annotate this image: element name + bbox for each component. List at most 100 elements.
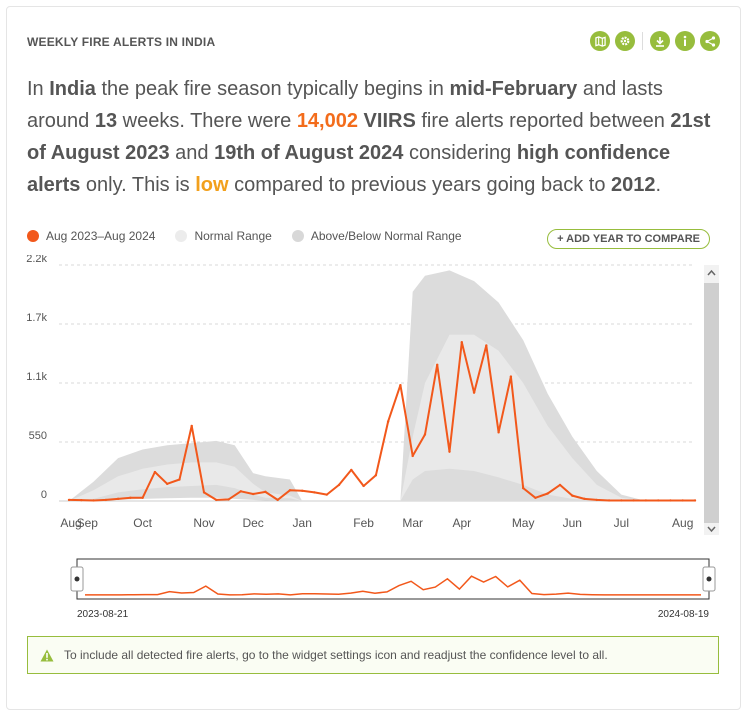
data-point <box>337 483 341 487</box>
toolbar-divider <box>642 32 643 50</box>
add-year-button[interactable]: + ADD YEAR TO COMPARE <box>547 229 710 249</box>
x-tick-label: Sep <box>77 516 99 530</box>
data-point <box>313 491 316 494</box>
widget-title: WEEKLY FIRE ALERTS IN INDIA <box>27 35 216 49</box>
data-point <box>681 499 684 502</box>
legend-above-below-range[interactable]: Above/Below Normal Range <box>291 229 462 243</box>
y-tick-label: 2.2k <box>26 255 47 265</box>
data-point <box>693 499 697 502</box>
data-point <box>350 468 353 472</box>
data-point <box>423 433 427 436</box>
x-tick-label: Aug <box>60 516 81 530</box>
data-point <box>399 383 402 387</box>
x-tick-label: Oct <box>133 516 152 530</box>
x-tick-label: Jan <box>293 516 312 530</box>
season-weeks: 13 <box>94 110 118 132</box>
data-point <box>460 341 463 344</box>
info-icon[interactable] <box>675 31 695 51</box>
y-tick-label: 550 <box>29 430 47 442</box>
data-point <box>362 484 365 488</box>
series-line <box>68 341 695 502</box>
gear-icon[interactable] <box>615 31 635 51</box>
data-point <box>571 494 574 497</box>
data-point <box>436 363 439 366</box>
scroll-down-icon <box>707 526 716 533</box>
peak-start: mid-February <box>449 78 578 100</box>
data-point <box>202 491 206 494</box>
scrollbar-thumb <box>704 283 719 523</box>
x-tick-label: May <box>512 516 535 530</box>
normal-range-dot <box>175 230 188 242</box>
data-point <box>325 493 328 496</box>
x-tick-label: Apr <box>452 516 471 530</box>
data-point <box>104 498 108 502</box>
data-point <box>239 490 243 493</box>
fire-alerts-widget: WEEKLY FIRE ALERTS IN INDIA In India the… <box>6 6 741 710</box>
data-point <box>80 498 83 502</box>
notice-text: To include all detected fire alerts, go … <box>64 648 608 662</box>
data-point <box>129 496 132 499</box>
y-tick-label: 1.1k <box>26 371 47 383</box>
data-point <box>620 499 623 502</box>
timeline-navigator[interactable]: 2023-08-21 2024-08-19 <box>7 555 740 621</box>
navigator-series-line <box>85 575 701 596</box>
normal-range-area <box>69 334 695 501</box>
data-point <box>67 498 71 502</box>
data-point <box>644 499 648 502</box>
data-point <box>509 375 513 378</box>
data-point <box>497 431 500 434</box>
scroll-up-icon <box>707 269 716 276</box>
handle-grip-icon <box>706 576 712 582</box>
data-point <box>632 499 635 502</box>
data-point <box>227 498 230 501</box>
x-tick-label: Aug <box>672 516 693 530</box>
warning-icon <box>40 649 54 661</box>
data-point <box>656 499 660 502</box>
data-point <box>669 499 672 502</box>
above-below-dot <box>291 230 304 242</box>
data-point <box>485 344 488 347</box>
data-point <box>276 498 279 502</box>
data-point <box>251 492 255 496</box>
data-point <box>386 420 390 423</box>
data-point <box>92 499 95 502</box>
legend-normal-range[interactable]: Normal Range <box>175 229 272 243</box>
handle-grip-icon <box>74 576 80 582</box>
download-icon[interactable] <box>650 31 670 51</box>
x-tick-label: Jul <box>614 516 629 530</box>
data-point <box>288 489 292 492</box>
data-point <box>534 496 537 499</box>
data-point <box>521 486 525 490</box>
sensor-name: VIIRS <box>363 110 416 132</box>
navigator-end-label: 2024-08-19 <box>658 609 710 620</box>
data-point <box>546 492 549 495</box>
navigator-start-label: 2023-08-21 <box>77 609 129 620</box>
data-point <box>190 424 193 428</box>
map-icon[interactable] <box>590 31 610 51</box>
data-point <box>448 450 451 453</box>
data-point <box>178 478 181 481</box>
legend-series[interactable]: Aug 2023–Aug 2024 <box>27 229 155 243</box>
confidence-notice: To include all detected fire alerts, go … <box>27 636 719 674</box>
y-tick-label: 0 <box>41 489 47 501</box>
x-tick-label: Jun <box>563 516 582 530</box>
share-icon[interactable] <box>700 31 720 51</box>
data-point <box>165 482 169 486</box>
start-date: 21st of August 2023 <box>27 110 711 164</box>
y-tick-label: 1.7k <box>26 312 47 324</box>
data-point <box>374 474 378 477</box>
alert-count: 14,002 <box>296 110 358 132</box>
confidence-level: high confidence alerts <box>27 142 671 196</box>
data-point <box>153 470 157 474</box>
navigator-frame <box>76 558 710 600</box>
chart-legend: Aug 2023–Aug 2024 Normal Range Above/Bel… <box>27 229 482 243</box>
x-tick-label: Nov <box>193 516 214 530</box>
end-date: 19th of August 2024 <box>214 142 404 164</box>
data-point <box>583 497 586 501</box>
status-word: low <box>195 174 229 196</box>
widget-toolbar <box>585 31 720 51</box>
data-point <box>215 498 218 502</box>
data-point <box>141 496 144 499</box>
country-name: India <box>49 78 96 100</box>
